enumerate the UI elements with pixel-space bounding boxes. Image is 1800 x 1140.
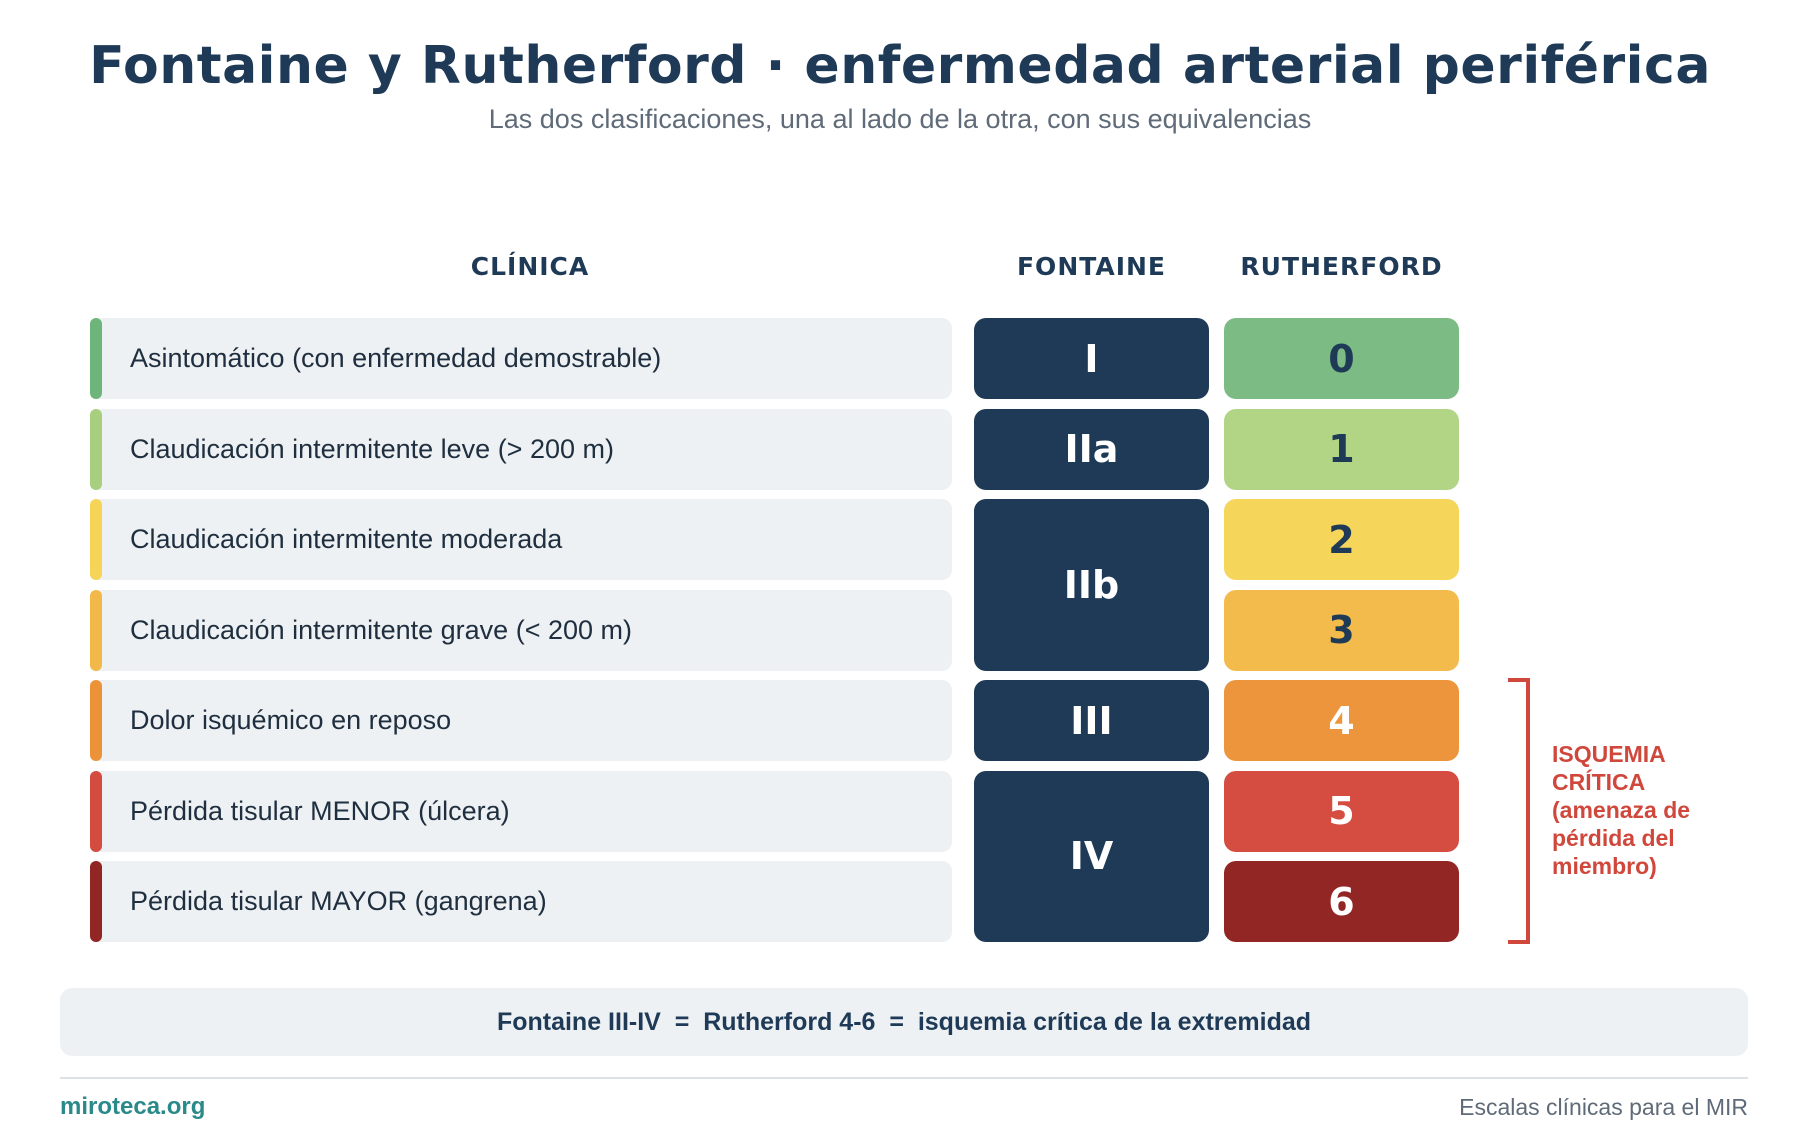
- footer-tagline: Escalas clínicas para el MIR: [1459, 1094, 1748, 1120]
- clinica-text: Pérdida tisular MAYOR (gangrena): [130, 886, 547, 916]
- clinica-row: Claudicación intermitente grave (< 200 m…: [90, 589, 952, 671]
- clinica-row: Claudicación intermitente leve (> 200 m): [90, 408, 952, 490]
- severity-accent-bar: [90, 770, 102, 852]
- clinica-text: Claudicación intermitente moderada: [130, 524, 563, 554]
- footer-site-link[interactable]: miroteca.org: [60, 1093, 206, 1120]
- clinica-row: Dolor isquémico en reposo: [90, 680, 952, 761]
- critical-label-line: pérdida del: [1552, 825, 1675, 851]
- severity-accent-bar: [90, 499, 102, 580]
- rutherford-category: 6: [1224, 861, 1459, 942]
- severity-accent-bar: [90, 408, 102, 490]
- clinica-row: Pérdida tisular MAYOR (gangrena): [90, 861, 952, 942]
- critical-label-line: CRÍTICA: [1552, 769, 1646, 795]
- fontaine-stage: I: [974, 318, 1209, 399]
- severity-accent-bar: [90, 861, 102, 942]
- severity-accent-bar: [90, 318, 102, 399]
- rutherford-category: 1: [1224, 408, 1459, 490]
- clinica-text: Claudicación intermitente grave (< 200 m…: [130, 614, 632, 645]
- clinica-row: Asintomático (con enfermedad demostrable…: [90, 318, 952, 399]
- clinica-row: Pérdida tisular MENOR (úlcera): [90, 770, 952, 852]
- critical-label-line: ISQUEMIA: [1552, 741, 1666, 767]
- critical-label-line: (amenaza de: [1552, 797, 1691, 823]
- clinica-text: Pérdida tisular MENOR (úlcera): [130, 795, 510, 826]
- rutherford-category: 3: [1224, 589, 1459, 671]
- footer-divider: [60, 1077, 1748, 1079]
- critical-ischemia-label: ISQUEMIA CRÍTICA (amenaza de pérdida del…: [1552, 740, 1772, 880]
- page-title: Fontaine y Rutherford · enfermedad arter…: [89, 36, 1711, 96]
- severity-accent-bar: [90, 589, 102, 671]
- rutherford-category: 0: [1224, 318, 1459, 399]
- rutherford-category: 2: [1224, 499, 1459, 580]
- clinica-text: Asintomático (con enfermedad demostrable…: [130, 343, 662, 373]
- clinica-row: Claudicación intermitente moderada: [90, 499, 952, 580]
- rutherford-category: 5: [1224, 770, 1459, 852]
- fontaine-stage: IIa: [974, 408, 1209, 490]
- rutherford-category: 4: [1224, 680, 1459, 761]
- fontaine-stage: III: [974, 680, 1209, 761]
- column-header-clinica: CLÍNICA: [470, 252, 590, 281]
- critical-label-line: miembro): [1552, 853, 1657, 879]
- critical-ischemia-bracket: [1508, 678, 1530, 944]
- fontaine-stage: IIb: [974, 499, 1209, 671]
- column-header-rutherford: RUTHERFORD: [1240, 252, 1443, 281]
- clinica-text: Dolor isquémico en reposo: [130, 705, 452, 735]
- column-header-fontaine: FONTAINE: [1016, 252, 1166, 281]
- severity-accent-bar: [90, 680, 102, 761]
- page-subtitle: Las dos clasificaciones, una al lado de …: [488, 104, 1312, 134]
- fontaine-stage: IV: [974, 770, 1209, 942]
- clinica-text: Claudicación intermitente leve (> 200 m): [130, 433, 614, 464]
- equivalence-summary: Fontaine III-IV = Rutherford 4-6 = isque…: [60, 988, 1748, 1056]
